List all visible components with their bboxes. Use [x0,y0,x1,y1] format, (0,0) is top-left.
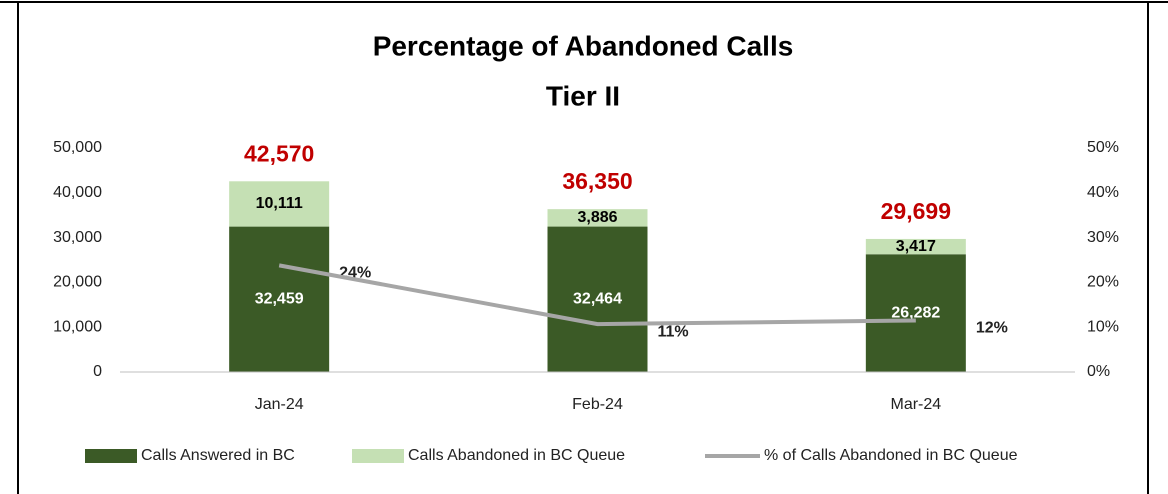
data-label: 32,459 [255,291,304,308]
x-tick-label: Feb-24 [572,396,623,413]
bar-segment [547,209,648,227]
x-tick-label: Mar-24 [890,396,941,413]
bar-segment [229,181,330,227]
chart-title: Percentage of Abandoned Calls [373,30,794,61]
bar-segment [229,226,330,372]
bar-segment [547,226,648,372]
data-label: 32,464 [573,290,622,307]
chart-subtitle: Tier II [546,80,620,111]
legend-label: % of Calls Abandoned in BC Queue [764,447,1018,464]
bar-segment [865,254,966,372]
y2-tick-label: 0% [1087,363,1110,380]
y-tick-label: 40,000 [53,184,102,201]
line-label: 11% [658,323,689,340]
y-tick-label: 0 [93,363,102,380]
y-tick-label: 30,000 [53,229,102,246]
line-label: 12% [976,320,1008,337]
y-tick-label: 20,000 [53,274,102,291]
y2-tick-label: 30% [1087,229,1119,246]
line [278,263,916,327]
data-label: 3,417 [896,238,936,255]
data-label: 26,282 [891,304,940,321]
legend-label: Calls Abandoned in BC Queue [408,447,625,464]
bar-segment [865,238,966,255]
data-label: 10,111 [256,195,303,212]
legend-label: Calls Answered in BC [141,447,295,464]
y2-tick-label: 50% [1087,139,1119,156]
x-tick-label: Jan-24 [255,396,304,413]
y2-tick-label: 40% [1087,184,1119,201]
legend-swatch [85,449,137,463]
y2-tick-label: 20% [1087,274,1119,291]
legend-swatch [352,449,404,463]
total-label: 36,350 [562,168,632,194]
y2-tick-label: 10% [1087,318,1119,335]
total-label: 29,699 [881,198,951,224]
total-label: 42,570 [244,140,314,166]
y-tick-label: 50,000 [53,139,102,156]
data-label: 3,886 [577,209,617,226]
y-tick-label: 10,000 [53,318,102,335]
